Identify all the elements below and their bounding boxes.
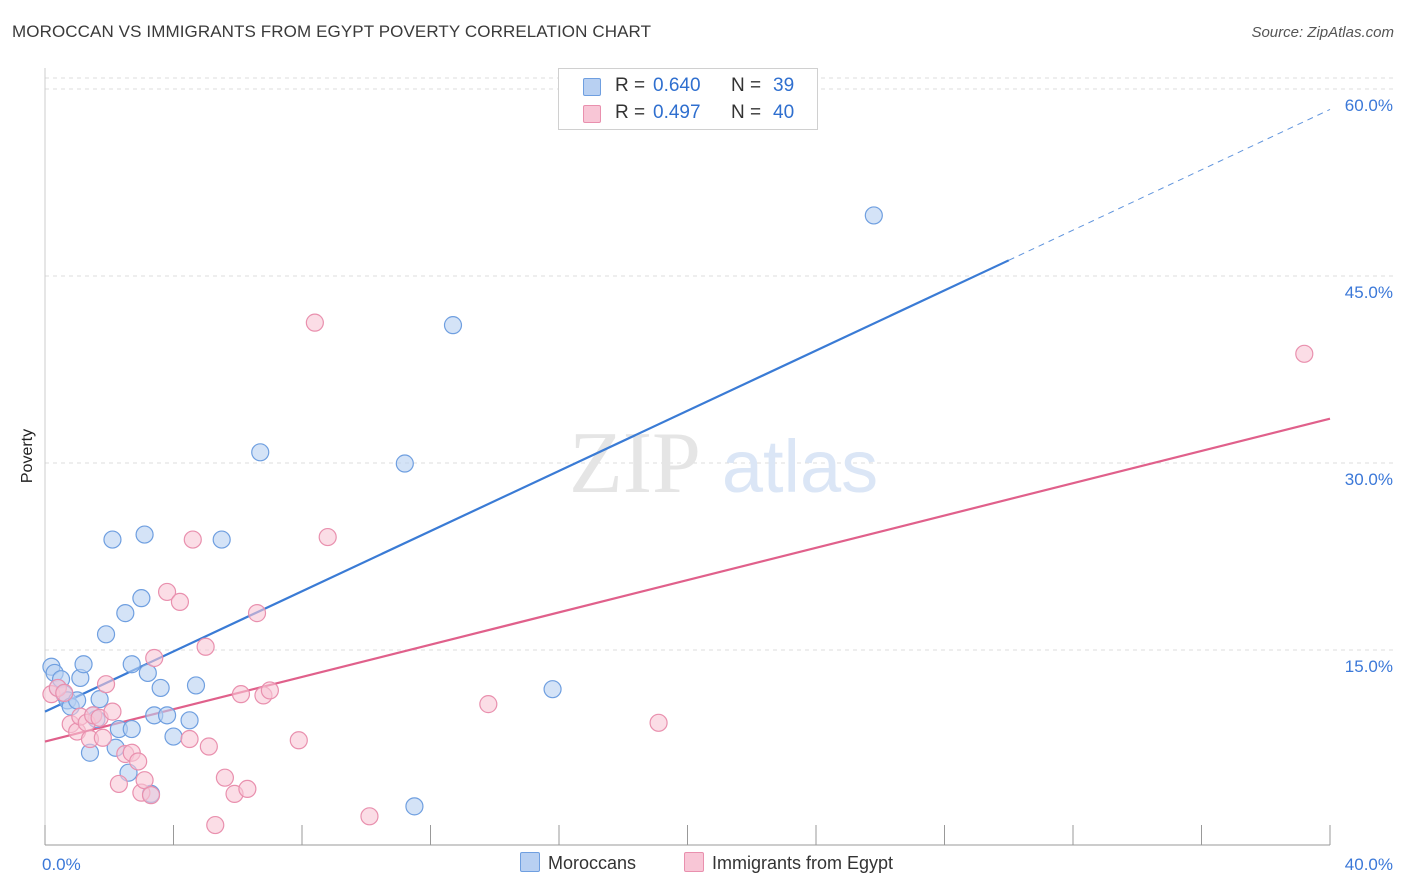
moroccans-point — [74, 655, 93, 674]
trend-extension-0 — [1008, 109, 1331, 261]
egypt-point — [479, 695, 498, 714]
moroccans-point — [395, 454, 414, 473]
egypt-point — [93, 728, 112, 747]
egypt-point — [305, 313, 324, 332]
egypt-point — [215, 768, 234, 787]
moroccans-point — [122, 719, 141, 739]
r-label: R = — [615, 75, 646, 96]
watermark-atlas: atlas — [722, 425, 878, 508]
moroccans-point — [186, 676, 206, 695]
trend-line-0 — [44, 259, 1010, 713]
egypt-point — [96, 675, 116, 694]
egypt-point — [129, 752, 148, 771]
moroccans-n-value: 39 — [773, 75, 795, 96]
moroccans-point — [103, 530, 122, 549]
moroccans-point — [180, 711, 199, 730]
egypt-n-value: 40 — [773, 102, 795, 123]
egypt-point — [260, 681, 279, 700]
moroccans-point — [151, 678, 170, 698]
egypt-point — [247, 604, 267, 623]
moroccans-point — [116, 604, 135, 623]
moroccans-swatch — [583, 78, 601, 96]
moroccans-point — [405, 797, 424, 816]
x-tick-label: 0.0% — [42, 855, 81, 874]
stats-legend: R = 0.640 N = 39 R = 0.497 N = 40 — [558, 68, 818, 130]
axes — [44, 68, 1331, 846]
egypt-legend-label: Immigrants from Egypt — [712, 853, 894, 873]
n-label: N = — [731, 102, 762, 123]
moroccans-point — [443, 316, 463, 335]
legend-item-moroccans[interactable]: Moroccans — [520, 852, 636, 874]
r-label: R = — [615, 102, 646, 123]
moroccans-point — [212, 530, 231, 549]
watermark-zip: ZIP — [569, 415, 701, 512]
egypt-point — [649, 713, 668, 732]
n-label: N = — [731, 75, 762, 96]
moroccans-r-value: 0.640 — [653, 75, 701, 96]
x-tick-label: 40.0% — [1345, 855, 1393, 874]
y-tick-label: 15.0% — [1345, 657, 1393, 676]
egypt-point — [55, 683, 74, 703]
egypt-legend-swatch — [684, 852, 704, 872]
gridlines — [45, 77, 1395, 651]
egypt-swatch — [583, 105, 601, 123]
moroccans-point — [543, 680, 562, 699]
y-tick-label: 45.0% — [1345, 283, 1393, 302]
y-tick-label: 60.0% — [1345, 96, 1393, 115]
moroccans-legend-swatch — [520, 852, 540, 872]
egypt-point — [157, 582, 177, 602]
source-label: Source: ZipAtlas.com — [1251, 24, 1394, 41]
egypt-point — [183, 530, 202, 549]
moroccans-point — [96, 625, 116, 644]
egypt-point — [318, 527, 337, 547]
egypt-point — [206, 815, 225, 835]
egypt-point — [360, 807, 379, 826]
legend-item-egypt[interactable]: Immigrants from Egypt — [684, 852, 893, 874]
egypt-point — [135, 771, 154, 790]
moroccans-point — [135, 525, 154, 544]
chart-title: MOROCCAN VS IMMIGRANTS FROM EGYPT POVERT… — [12, 22, 652, 41]
egypt-point — [238, 779, 257, 799]
tick-labels: 15.0% 30.0% 45.0% 60.0% 0.0% 40.0% — [42, 96, 1393, 874]
moroccans-legend-label: Moroccans — [548, 853, 637, 873]
egypt-point — [145, 648, 164, 668]
moroccans-point — [138, 663, 157, 683]
moroccans-point — [132, 589, 151, 608]
moroccans-point — [122, 655, 141, 674]
egypt-point — [180, 729, 199, 749]
egypt-point — [196, 637, 215, 656]
moroccans-point — [164, 727, 183, 746]
egypt-point — [199, 737, 218, 756]
egypt-r-value: 0.497 — [653, 102, 701, 123]
moroccans-point — [157, 706, 177, 725]
moroccans-point — [864, 206, 883, 225]
egypt-point — [141, 786, 161, 805]
data-points — [42, 206, 1314, 835]
egypt-point — [170, 592, 190, 612]
egypt-point — [103, 702, 122, 721]
moroccans-point — [251, 443, 270, 462]
egypt-point — [231, 685, 251, 704]
egypt-point — [109, 774, 128, 794]
egypt-point — [1295, 344, 1314, 363]
y-tick-label: 30.0% — [1345, 470, 1393, 489]
moroccans-point — [90, 690, 109, 709]
egypt-point — [289, 731, 308, 750]
